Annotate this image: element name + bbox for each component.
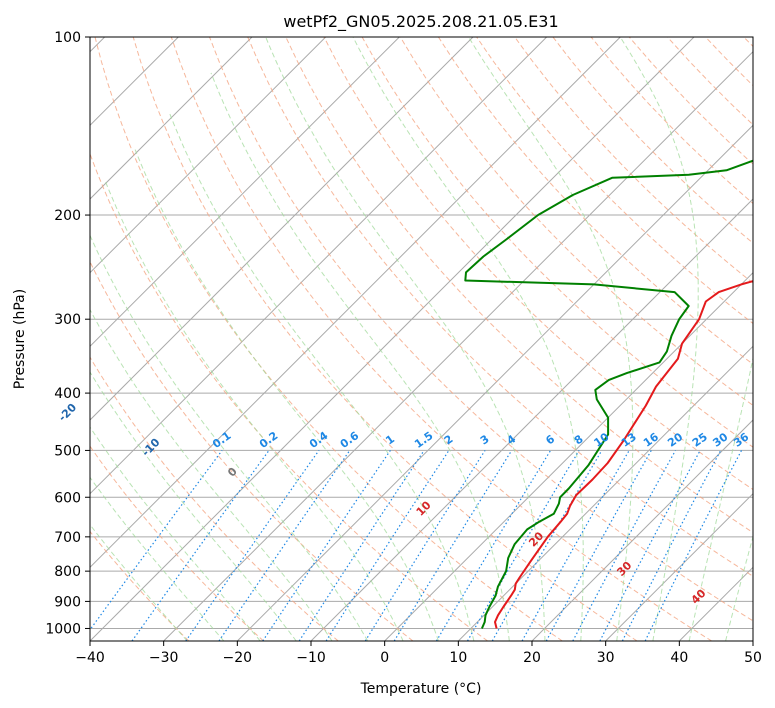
moist-adiabat	[352, 37, 584, 641]
x-tick-label: 0	[380, 650, 389, 666]
mixing-ratio-line	[262, 450, 391, 641]
background-lines	[90, 37, 775, 641]
isotherm	[90, 37, 548, 495]
x-axis-label: Temperature (°C)	[360, 681, 482, 697]
dry-adiabat	[170, 37, 712, 641]
isotherm	[163, 50, 753, 641]
mixing-ratio-line	[298, 450, 425, 641]
y-tick-label: 400	[54, 386, 81, 402]
moist-adiabat	[265, 37, 546, 641]
mixing-ratio-line	[90, 450, 223, 631]
dry-adiabat	[90, 152, 488, 641]
mixing-ratio-line	[218, 450, 351, 641]
y-tick-label: 1000	[45, 621, 81, 637]
moist-adiabat	[90, 308, 333, 641]
mixing-ratio-line	[545, 450, 652, 641]
x-tick-label: −40	[75, 650, 105, 666]
isotherm	[90, 37, 695, 641]
x-tick-label: 40	[670, 650, 688, 666]
dry-adiabat	[399, 37, 753, 407]
y-tick-label: 800	[54, 564, 81, 580]
isotherm	[90, 37, 474, 421]
mixing-ratio-line	[393, 450, 513, 641]
temperature-profile-line	[494, 280, 753, 629]
dry-adiabat-label: -30	[0, 364, 2, 387]
moist-adiabat	[104, 180, 404, 641]
plot-background	[90, 37, 753, 641]
mixing-ratio-line	[325, 450, 450, 641]
x-tick-label: −30	[149, 650, 179, 666]
y-tick-label: 600	[54, 490, 81, 506]
y-tick-label: 900	[54, 594, 81, 610]
y-tick-label: 200	[54, 208, 81, 224]
y-tick-label: 300	[54, 312, 81, 328]
moist-adiabat	[619, 37, 699, 641]
isotherm	[90, 37, 327, 274]
moist-adiabat	[90, 234, 369, 641]
moist-adiabat	[90, 476, 225, 641]
isotherm	[384, 271, 753, 641]
mixing-ratio-line	[185, 450, 320, 641]
x-tick-label: 10	[449, 650, 467, 666]
dry-adiabat	[247, 37, 753, 577]
dry-adiabat	[514, 37, 753, 284]
x-tick-label: 20	[523, 650, 541, 666]
x-axis: −40 −30 −20 −10 0 10 20 30 40 50	[75, 641, 762, 666]
moist-adiabat	[90, 523, 188, 641]
y-axis: 100 200 300 400 500 600 700 800 900 1000	[45, 30, 90, 637]
isotherm	[531, 419, 753, 641]
profile-lines	[464, 159, 753, 629]
y-axis-label: Pressure (hPa)	[12, 289, 28, 389]
dry-adiabat	[132, 37, 638, 641]
mixing-ratio-line	[521, 450, 630, 641]
dewpoint-profile-line	[464, 159, 753, 629]
y-tick-label: 700	[54, 530, 81, 546]
x-tick-label: 30	[597, 650, 615, 666]
x-tick-label: −20	[223, 650, 253, 666]
isotherm	[752, 640, 753, 641]
x-tick-label: −10	[296, 650, 326, 666]
dry-adiabat	[90, 356, 339, 641]
dry-adiabat	[90, 260, 414, 641]
dry-adiabat	[209, 37, 753, 622]
x-tick-label: 50	[744, 650, 762, 666]
isotherm	[457, 345, 753, 641]
isotherm	[236, 124, 753, 641]
isotherm	[90, 37, 621, 569]
y-tick-label: 100	[54, 30, 81, 46]
moist-adiabat	[169, 113, 475, 641]
moist-adiabat	[688, 355, 753, 641]
isotherm	[605, 492, 753, 641]
isotherm	[90, 37, 400, 348]
isotherm	[90, 37, 253, 200]
chart-title: wetPf2_GN05.2025.208.21.05.E31	[283, 12, 558, 32]
moist-adiabat	[725, 534, 753, 641]
plot-frame	[89, 36, 754, 642]
y-tick-label: 500	[54, 443, 81, 459]
dry-adiabat-label: -20	[56, 401, 79, 424]
dry-adiabat	[94, 37, 563, 641]
mixing-ratio-line	[644, 450, 743, 641]
moist-adiabat	[134, 149, 439, 641]
mixing-ratio-line	[621, 450, 722, 641]
dry-adiabat	[90, 530, 190, 641]
dry-adiabat	[90, 445, 264, 641]
dry-adiabat	[437, 37, 753, 365]
mixing-ratio-line	[572, 450, 677, 641]
moist-adiabat	[762, 37, 775, 641]
moist-adiabat	[90, 371, 297, 641]
moist-adiabat	[210, 72, 510, 641]
mixing-ratio-line	[131, 450, 270, 641]
